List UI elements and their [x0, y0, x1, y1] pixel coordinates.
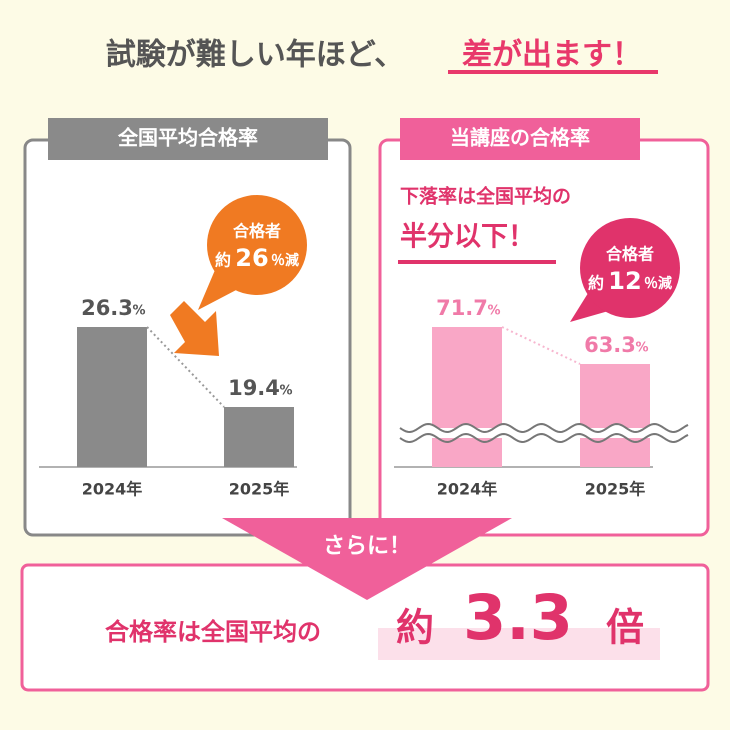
bar — [432, 327, 502, 467]
summary-suffix: 倍 — [606, 606, 644, 650]
value-label: 63.3 — [584, 333, 636, 357]
x-label: 2024年 — [437, 480, 498, 499]
bar — [77, 327, 147, 467]
break-line — [399, 432, 689, 444]
value-label: 19.4 — [228, 376, 280, 400]
callout-suffix: ％減 — [644, 275, 672, 292]
summary-prefix: 約 — [396, 606, 434, 650]
title-lead: 試験が難しい年ほど、 — [106, 38, 405, 73]
value-label: 71.7 — [436, 296, 488, 320]
callout-line1: 合格者 — [606, 245, 654, 264]
connector — [146, 326, 225, 408]
unit: % — [635, 341, 648, 356]
unit: % — [487, 304, 500, 319]
bubble-tail — [198, 270, 240, 310]
callout-suffix: ％減 — [271, 252, 299, 269]
bar — [580, 364, 650, 467]
summary-text: 合格率は全国平均の — [105, 618, 321, 646]
callout-number: 26 — [235, 244, 268, 272]
callout-number: 12 — [608, 267, 641, 295]
note-underline — [398, 260, 556, 264]
banner: さらに！ — [323, 534, 411, 559]
title-underline — [448, 70, 658, 74]
bubble — [580, 218, 680, 318]
callout-line1: 合格者 — [233, 222, 281, 241]
x-label: 2025年 — [585, 480, 646, 499]
bar — [224, 407, 294, 467]
callout-prefix: 約 — [588, 274, 604, 293]
course-note1: 下落率は全国平均の — [400, 185, 571, 208]
bubble-tail — [570, 290, 612, 322]
summary-number: 3.3 — [463, 581, 573, 654]
highlight — [378, 628, 660, 660]
course-note2: 半分以下！ — [400, 222, 535, 253]
value-label: 26.3 — [81, 296, 133, 320]
callout-prefix: 約 — [215, 251, 231, 270]
course-header: 当講座の合格率 — [450, 126, 590, 150]
unit: % — [132, 304, 145, 319]
arrow — [170, 301, 219, 356]
x-label: 2025年 — [229, 480, 290, 499]
break-line — [399, 422, 689, 434]
connector — [501, 326, 581, 365]
banner-arrow — [222, 518, 512, 600]
unit: % — [279, 384, 292, 399]
national-header-bg — [48, 118, 328, 160]
title-emphasis: 差が出ます！ — [462, 38, 642, 73]
course-header-bg — [400, 118, 640, 160]
x-label: 2024年 — [82, 480, 143, 499]
bubble — [207, 195, 307, 295]
break-gap — [400, 428, 688, 438]
national-header: 全国平均合格率 — [117, 126, 258, 150]
